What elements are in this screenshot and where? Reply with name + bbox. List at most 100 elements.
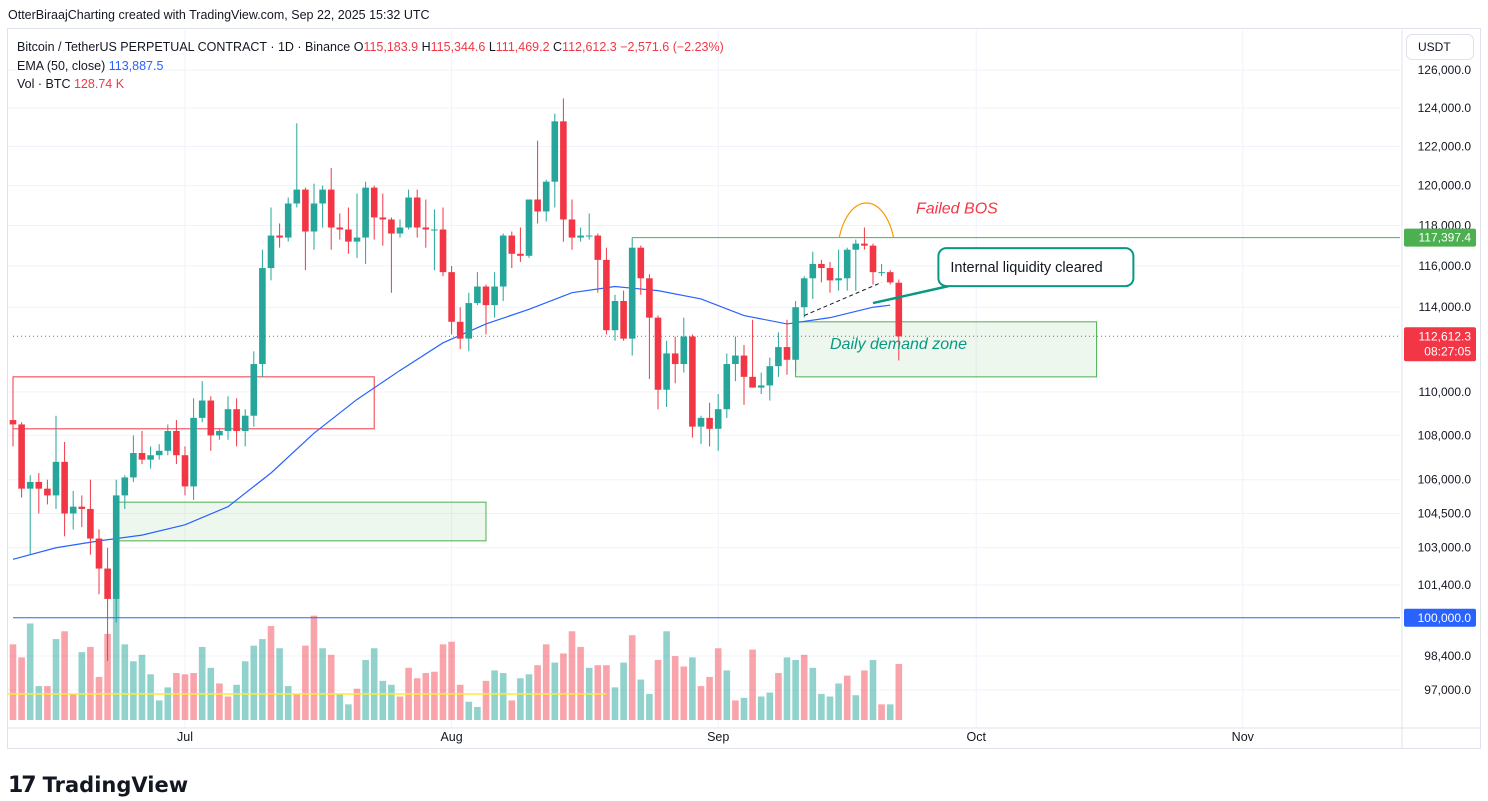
candle-body <box>886 272 894 283</box>
demand-zone-box[interactable] <box>115 501 487 542</box>
candle-body <box>112 495 120 599</box>
volume-bar <box>456 684 464 720</box>
candle-body <box>517 253 524 256</box>
volume-label: Vol · BTC <box>17 77 71 91</box>
volume-bar <box>800 654 808 720</box>
candle-body <box>499 235 507 287</box>
candle-body <box>130 453 137 478</box>
candle-body <box>431 229 438 231</box>
volume-bar <box>336 693 344 720</box>
close-value: 112,612.3 <box>562 40 617 54</box>
candle-body <box>852 243 860 250</box>
candle-body <box>843 249 851 279</box>
candle-body <box>345 229 352 242</box>
x-tick-label: Oct <box>966 730 986 744</box>
volume-bar <box>173 673 180 720</box>
countdown-label: 08:27:05 <box>1424 344 1471 358</box>
candle-body <box>560 121 567 220</box>
candle-body <box>284 203 292 238</box>
high-label: H <box>421 40 431 54</box>
volume-bar <box>706 676 713 720</box>
volume-bar <box>302 645 309 720</box>
volume-bar <box>69 693 77 720</box>
horizontal-levels <box>13 237 1400 619</box>
volume-bar <box>216 683 223 720</box>
candle-body <box>749 376 756 388</box>
high-value: 115,344.6 <box>430 40 486 54</box>
candle-body <box>654 317 662 390</box>
candle-body <box>241 415 249 431</box>
candle-body <box>792 307 799 360</box>
volume-bar <box>568 631 576 720</box>
volume-bar <box>18 657 25 720</box>
price-tag-label: 112,612.3 <box>1419 329 1472 343</box>
volume-bar <box>775 673 782 720</box>
candle-body <box>78 506 86 509</box>
volume-bar <box>560 653 567 720</box>
volume-bar <box>843 675 851 720</box>
volume-bar <box>388 684 395 720</box>
y-tick-label: 106,000.0 <box>1418 473 1472 487</box>
open-value: 115,183.9 <box>363 40 419 54</box>
candle-body <box>800 278 808 308</box>
volume-bar <box>861 670 868 720</box>
currency-button[interactable]: USDT <box>1406 34 1474 60</box>
volume-bar <box>680 666 688 720</box>
ema-50-line[interactable] <box>12 285 891 560</box>
gridlines <box>8 30 1400 728</box>
volume-bar <box>517 678 524 720</box>
liquidity-dashed-line[interactable] <box>804 281 882 317</box>
tradingview-logo[interactable]: 17 TradingView <box>8 770 188 800</box>
volume-bar <box>310 615 318 720</box>
volume-bar <box>345 704 352 720</box>
tradingview-logo-text: TradingView <box>42 773 189 797</box>
candle-body <box>491 286 498 306</box>
candle-body <box>465 303 473 339</box>
volume-bar <box>594 665 602 720</box>
close-label: C <box>553 40 563 54</box>
candle-body <box>577 235 584 238</box>
y-tick-label: 108,000.0 <box>1418 428 1472 442</box>
volume-bar <box>818 693 825 720</box>
candle-body <box>224 409 232 431</box>
candle-body <box>895 282 903 337</box>
volume-bars <box>8 594 903 720</box>
chart-attribution: OtterBiraajCharting created with Trading… <box>8 8 430 22</box>
candle-body <box>87 508 94 539</box>
candle-body <box>439 229 447 273</box>
demand-zone-box[interactable] <box>795 321 1098 378</box>
symbol-description[interactable]: Bitcoin / TetherUS PERPETUAL CONTRACT · … <box>17 40 351 54</box>
volume-bar <box>61 631 68 720</box>
candle-body <box>353 237 361 242</box>
candle-body <box>878 272 885 274</box>
volume-bar <box>241 661 249 720</box>
volume-bar <box>52 639 60 720</box>
candle-body <box>869 245 877 273</box>
volume-bar <box>534 665 541 720</box>
volume-bar <box>164 687 172 720</box>
candle-body <box>714 409 722 429</box>
candle-body <box>835 278 842 281</box>
volume-bar <box>792 659 799 720</box>
volume-bar <box>465 701 473 720</box>
legend-volume-row[interactable]: Vol · BTC 128.74 K <box>17 75 724 94</box>
candle-body <box>155 450 163 456</box>
price-tag <box>1404 228 1476 247</box>
candle-body <box>190 417 197 487</box>
candle-body <box>379 217 387 220</box>
legend-ema-row[interactable]: EMA (50, close) 113,887.5 <box>17 57 724 76</box>
volume-bar <box>542 644 550 720</box>
failed-bos-arc[interactable] <box>838 202 895 238</box>
volume-bar <box>646 693 653 720</box>
drawings: Failed BOS Internal liquidity cleared Dail… <box>804 200 1135 353</box>
callout-box[interactable] <box>937 247 1135 288</box>
volume-bar <box>783 657 791 720</box>
candle-body <box>396 227 404 234</box>
candle-body <box>336 227 344 230</box>
candle-body <box>826 268 834 281</box>
y-tick-label: 114,000.0 <box>1419 300 1472 314</box>
candle-body <box>697 417 705 427</box>
volume-bar <box>439 644 447 720</box>
candle-body <box>585 235 593 237</box>
